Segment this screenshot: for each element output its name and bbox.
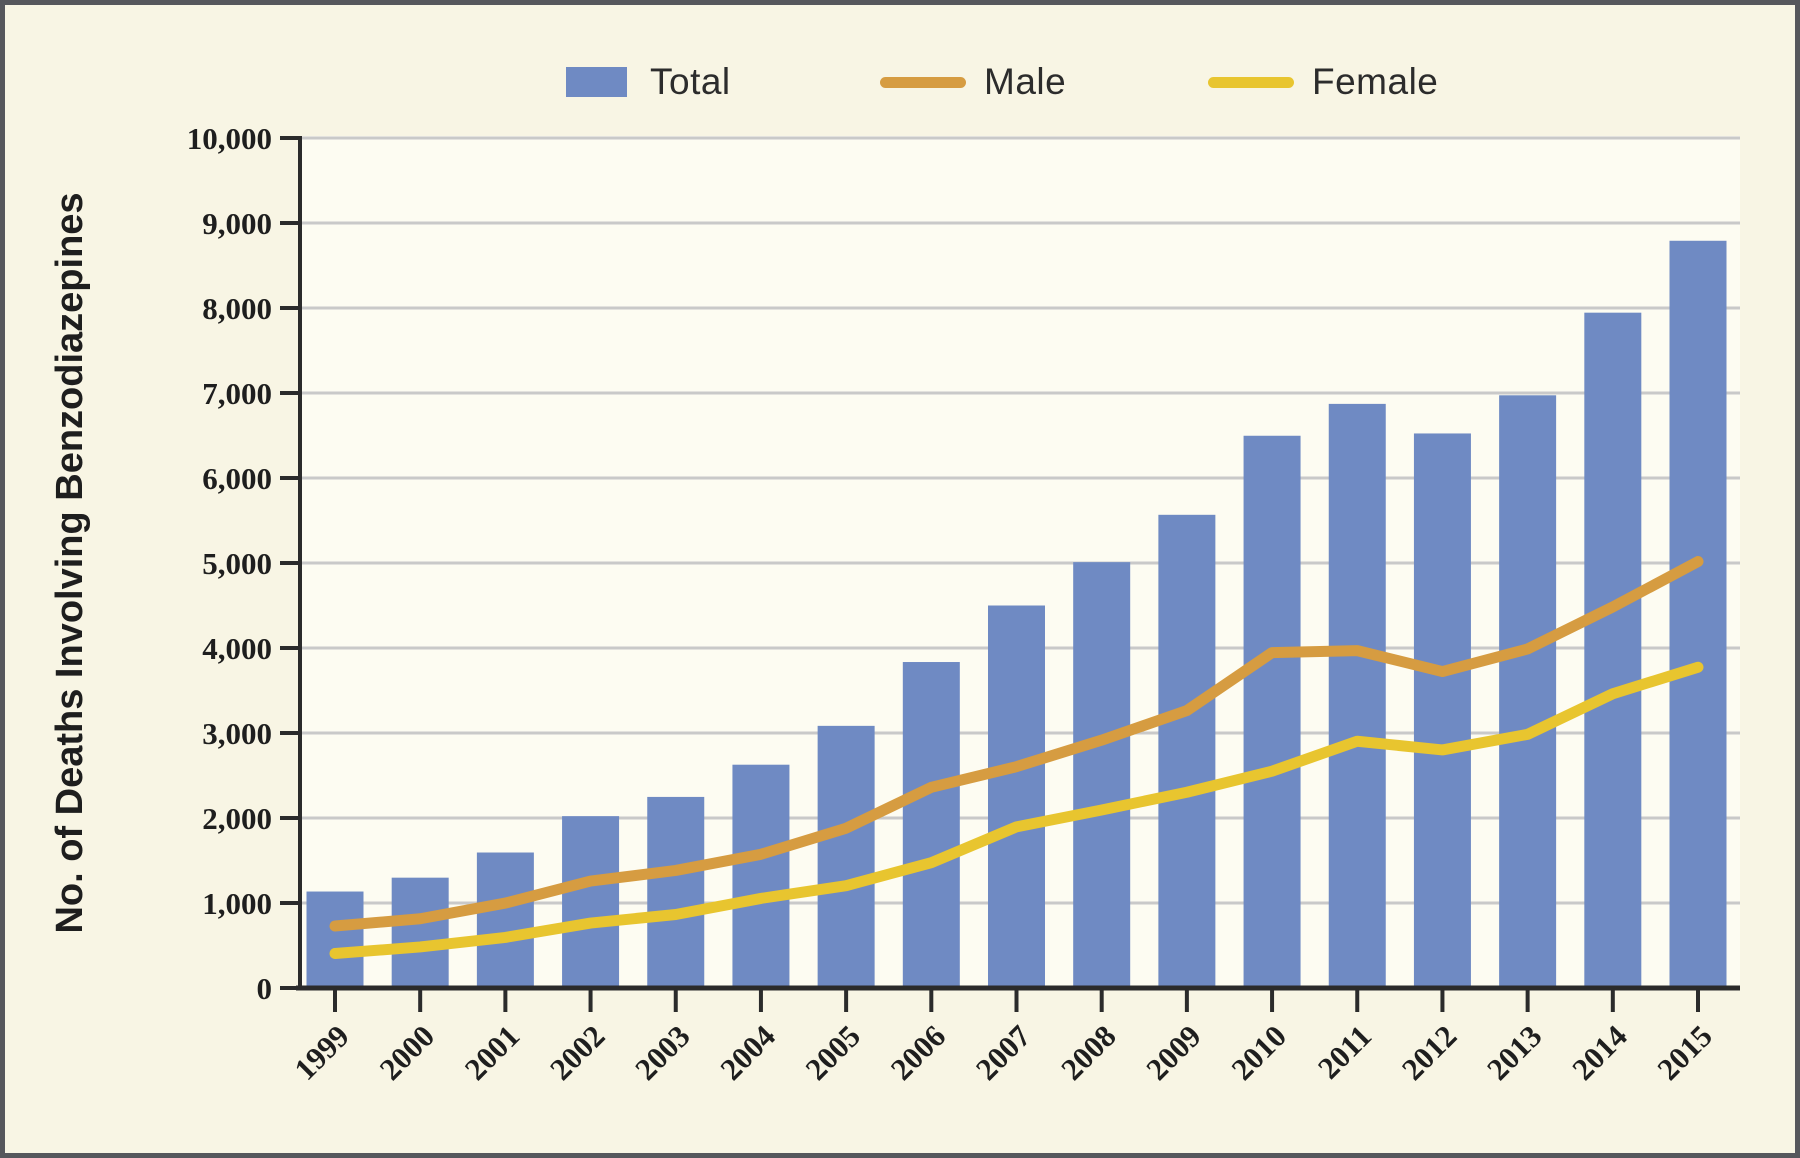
y-tick-label-6000: 6,000 [202, 461, 272, 496]
total-bar-2007 [988, 605, 1045, 988]
x-tick-label-2009: 2009 [1139, 1018, 1208, 1087]
y-tick-label-1000: 1,000 [202, 886, 272, 921]
total-bar-2002 [562, 816, 620, 988]
female-line [329, 661, 1704, 959]
total-bar-2010 [1243, 435, 1301, 988]
x-tick-label-2005: 2005 [798, 1018, 867, 1087]
total-bar-2004 [732, 764, 790, 988]
total-bar-2011 [1328, 403, 1386, 988]
y-tick-label-7000: 7,000 [202, 376, 272, 411]
legend-item-total: Total [566, 61, 731, 103]
x-tick-label-2001: 2001 [458, 1018, 527, 1087]
total-bar-1999 [306, 891, 364, 988]
chart-canvas: 0 1,000 2,000 3,000 4,000 5,000 6,000 7,000 8,00… [49, 121, 1740, 1087]
male-line [329, 556, 1704, 932]
legend-item-male: Male [880, 61, 1066, 103]
legend-label-female: Female [1312, 61, 1439, 102]
total-bar-2001 [476, 852, 534, 988]
legend-label-male: Male [984, 61, 1067, 102]
x-tick-label-2004: 2004 [713, 1018, 782, 1087]
y-tick-label-8000: 8,000 [202, 291, 272, 326]
y-tick-label-9000: 9,000 [202, 206, 272, 241]
male-line-swatch [880, 76, 966, 88]
total-bar-2015 [1669, 240, 1727, 988]
x-tick-label-2010: 2010 [1224, 1018, 1293, 1087]
total-bar-2013 [1499, 395, 1557, 988]
y-tick-label-10000: 10,000 [187, 121, 272, 156]
total-bar-2008 [1073, 562, 1131, 988]
total-bar-2014 [1584, 312, 1642, 988]
y-tick-label-5000: 5,000 [202, 546, 272, 581]
total-bar-2009 [1158, 514, 1216, 988]
y-axis-title: No. of Deaths Involving Benzodiazepines [49, 192, 91, 933]
total-bar-2006 [902, 662, 960, 988]
female-line-swatch [1208, 76, 1294, 88]
x-tick-label-2000: 2000 [373, 1018, 442, 1087]
x-tick-label-2008: 2008 [1054, 1018, 1123, 1087]
x-tick-label-2006: 2006 [884, 1018, 953, 1087]
x-tick-label-2012: 2012 [1395, 1018, 1464, 1087]
legend-item-female: Female [1208, 61, 1438, 103]
total-bar-2005 [817, 725, 875, 988]
x-tick-label-2015: 2015 [1650, 1018, 1719, 1087]
x-tick-label-2002: 2002 [543, 1018, 612, 1087]
y-tick-label-4000: 4,000 [202, 631, 272, 666]
x-tick-label-2003: 2003 [628, 1018, 697, 1087]
y-tick-label-0: 0 [257, 971, 273, 1006]
x-tick-label-2014: 2014 [1565, 1018, 1634, 1087]
total-bar-2012 [1413, 433, 1471, 989]
y-tick-label-2000: 2,000 [202, 801, 272, 836]
legend-label-total: Total [650, 61, 731, 102]
y-tick-label-3000: 3,000 [202, 716, 272, 751]
x-tick-label-2011: 2011 [1311, 1018, 1378, 1085]
x-tick-label-2013: 2013 [1480, 1018, 1549, 1087]
total-bar-swatch [566, 67, 627, 97]
x-tick-label-2007: 2007 [969, 1018, 1038, 1087]
x-tick-label-1999: 1999 [287, 1018, 356, 1087]
total-bar-2003 [647, 796, 705, 988]
total-bar-2000 [391, 877, 449, 988]
